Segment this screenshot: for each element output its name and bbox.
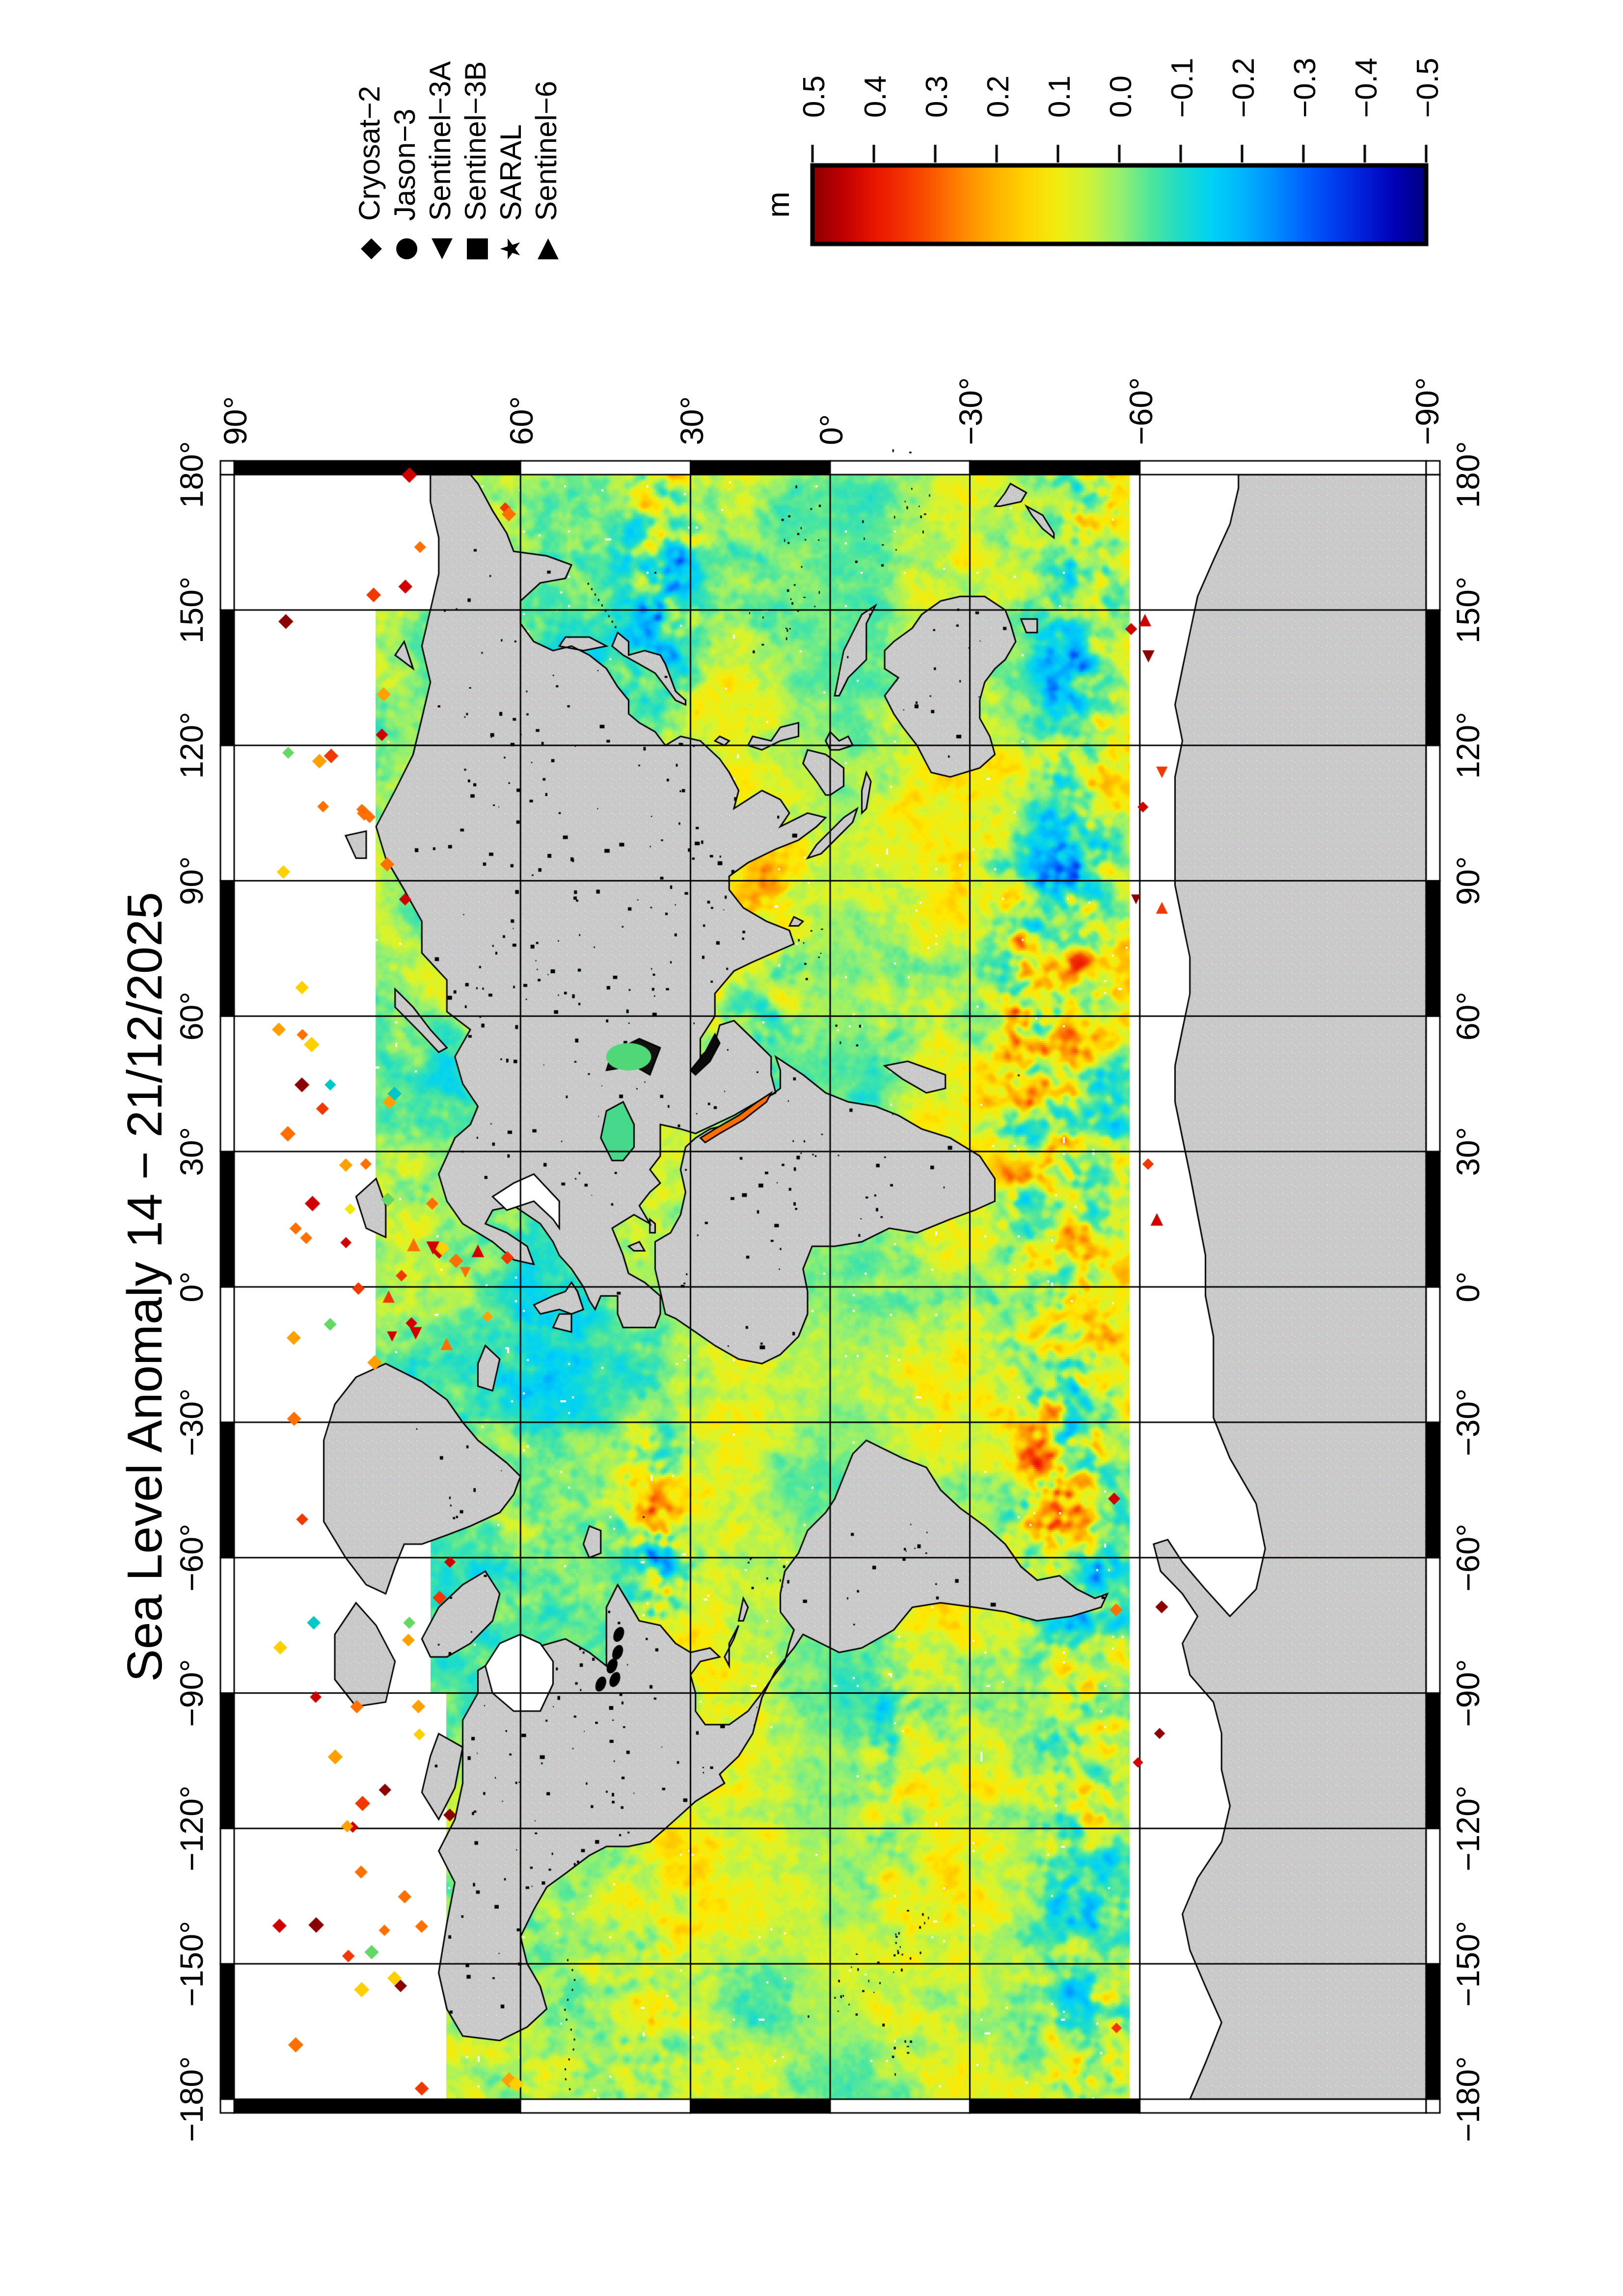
colorbar-tick-label: 0.2 — [981, 75, 1015, 118]
lon-tick-label: 90° — [173, 856, 210, 906]
legend-item: ◀ Sentinel−3A — [423, 61, 457, 268]
lon-tick-label: −90° — [1450, 1659, 1486, 1727]
colorbar-unit-label: m — [760, 191, 796, 218]
lon-tick-label: 180° — [1450, 441, 1486, 508]
lon-tick-label: 120° — [173, 712, 210, 779]
colorbar-tick-label: −0.3 — [1288, 57, 1322, 118]
legend-item: ◆ Cryosat−2 — [352, 86, 386, 268]
colorbar-tick-label: −0.2 — [1227, 57, 1261, 118]
lat-tick-label: 0° — [813, 414, 849, 445]
lon-tick-label: −30° — [1450, 1388, 1486, 1457]
lon-tick-label: 150° — [173, 576, 210, 644]
cryosat-2-symbol-icon: ◆ — [353, 238, 385, 260]
colorbar-tick-label: 0.1 — [1043, 75, 1077, 118]
legend-item-label: Sentinel−3A — [424, 61, 457, 221]
lon-tick-label: 0° — [1450, 1271, 1486, 1303]
lat-tick-label: 60° — [503, 396, 540, 445]
lon-tick-label: −120° — [1450, 1785, 1486, 1871]
lon-tick-label: 90° — [1450, 856, 1486, 906]
legend-item: ■ Sentinel−3B — [459, 61, 492, 268]
colorbar-tick-label: −0.1 — [1165, 57, 1199, 118]
sentinel-3a-symbol-icon: ◀ — [424, 238, 456, 260]
colorbar-tick-label: −0.5 — [1411, 57, 1445, 118]
legend-item-label: Sentinel−3B — [459, 61, 492, 221]
lon-tick-label: −30° — [173, 1388, 210, 1457]
lat-tick-label: 30° — [673, 396, 710, 445]
lon-tick-label: 30° — [1450, 1127, 1486, 1176]
legend-item: ★ SARAL — [494, 124, 528, 268]
lon-tick-label: −60° — [173, 1523, 210, 1592]
lat-tick-label: −30° — [952, 377, 989, 445]
lon-tick-label: 120° — [1450, 712, 1486, 779]
lon-tick-label: 0° — [173, 1271, 210, 1303]
legend-item: ● Jason−3 — [388, 108, 422, 268]
lon-tick-label: 150° — [1450, 576, 1486, 644]
colorbar-tick-label: 0.4 — [859, 75, 893, 118]
colorbar-tick-label: −0.4 — [1350, 57, 1383, 118]
lon-tick-label: −90° — [173, 1659, 210, 1727]
lon-tick-label: 180° — [173, 441, 210, 508]
saral-symbol-icon: ★ — [495, 236, 527, 262]
lon-tick-label: −150° — [1450, 1921, 1486, 2007]
lon-tick-label: −60° — [1450, 1523, 1486, 1592]
lat-tick-label: −60° — [1122, 377, 1159, 445]
sentinel-6-symbol-icon: ▶ — [530, 238, 562, 260]
legend-item-label: Cryosat−2 — [353, 85, 386, 221]
lon-tick-label: 60° — [173, 991, 210, 1041]
lon-tick-label: 30° — [173, 1127, 210, 1176]
lon-tick-label: −180° — [1450, 2056, 1486, 2142]
legend-item-label: Sentinel−6 — [530, 80, 563, 221]
lon-tick-label: 60° — [1450, 991, 1486, 1041]
colorbar-tick-label: 0.3 — [920, 75, 954, 118]
legend-item: ▶ Sentinel−6 — [529, 81, 563, 268]
lon-tick-label: −180° — [173, 2056, 210, 2142]
legend-item-label: SARAL — [494, 124, 527, 221]
lon-tick-label: −120° — [173, 1785, 210, 1871]
plot-title: Sea Level Anomaly 14 − 21/12/2025 — [117, 892, 172, 1682]
lat-tick-label: 90° — [216, 396, 253, 445]
legend-item-label: Jason−3 — [388, 108, 421, 221]
lon-tick-label: −150° — [173, 1921, 210, 2007]
lat-tick-label: −90° — [1409, 377, 1446, 445]
colorbar-tick-label: 0.5 — [797, 75, 831, 118]
colorbar-tick-label: 0.0 — [1104, 75, 1138, 118]
jason-3-symbol-icon: ● — [389, 237, 421, 261]
sentinel-3b-symbol-icon: ■ — [460, 236, 491, 262]
